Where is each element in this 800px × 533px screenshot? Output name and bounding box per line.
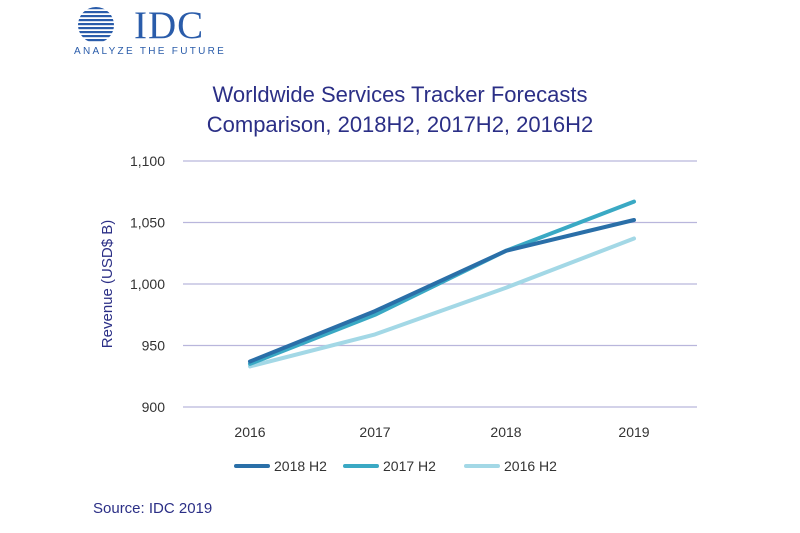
series-line	[248, 236, 636, 369]
legend-label: 2016 H2	[504, 458, 557, 474]
chart-title-line-1: Worldwide Services Tracker Forecasts	[212, 82, 588, 107]
y-tick-label: 1,100	[130, 153, 165, 169]
legend-label: 2017 H2	[383, 458, 436, 474]
x-tick-label: 2017	[359, 424, 390, 440]
x-tick-label: 2018	[490, 424, 521, 440]
x-tick-label: 2019	[618, 424, 649, 440]
y-tick-label: 1,000	[130, 276, 165, 292]
legend: 2018 H2 2017 H2 2016 H2	[234, 458, 557, 474]
x-tick-label: 2016	[234, 424, 265, 440]
legend-label: 2018 H2	[274, 458, 327, 474]
logo-tagline: ANALYZE THE FUTURE	[74, 46, 227, 57]
series-lines	[248, 199, 636, 369]
series-line	[248, 218, 636, 364]
source-note: Source: IDC 2019	[93, 500, 213, 517]
y-axis-label: Revenue (USD$ B)	[99, 220, 116, 348]
chart-title: Worldwide Services Tracker Forecasts Com…	[0, 80, 800, 140]
y-tick-label: 900	[142, 399, 166, 415]
y-axis-ticks: 900 950 1,000 1,050 1,100	[130, 153, 165, 415]
logo-wordmark: IDC	[134, 4, 205, 47]
y-tick-label: 950	[142, 338, 166, 354]
idc-globe-icon	[78, 7, 114, 42]
y-tick-label: 1,050	[130, 215, 165, 231]
chart-title-line-2: Comparison, 2018H2, 2017H2, 2016H2	[206, 112, 594, 137]
x-axis-ticks: 2016 2017 2018 2019	[234, 424, 649, 440]
idc-logo: IDC ANALYZE THE FUTURE	[72, 4, 242, 58]
